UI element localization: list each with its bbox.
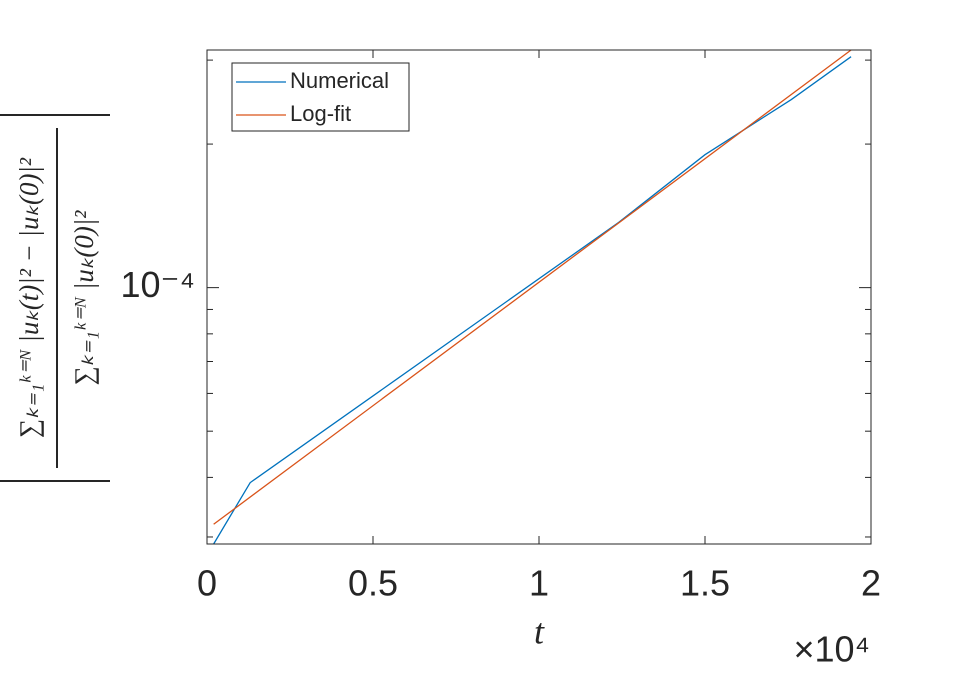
x-tick-label: 0 (197, 563, 217, 604)
x-multiplier: ×10⁴ (793, 629, 870, 670)
y-label: ∑ₖ₌₁ᵏ⁼ᴺ |uₖ(t)|² − |uₖ(0)|² ∑ₖ₌₁ᵏ⁼ᴺ |uₖ(… (0, 114, 110, 482)
plot-box (206, 49, 872, 545)
x-label: t (534, 611, 545, 651)
y-tick-label: 10⁻⁴ (120, 264, 195, 305)
series-line (213, 56, 852, 545)
legend-label: Numerical (290, 68, 389, 93)
x-tick-label: 0.5 (348, 563, 398, 604)
y-label-denominator: ∑ₖ₌₁ᵏ⁼ᴺ |uₖ(0)|² (69, 210, 99, 386)
y-label-numerator: ∑ₖ₌₁ᵏ⁼ᴺ |uₖ(t)|² − |uₖ(0)|² (14, 157, 44, 438)
x-tick-label: 1.5 (680, 563, 730, 604)
legend-box (231, 62, 410, 132)
legend-label: Log-fit (290, 101, 351, 126)
x-tick-label: 1 (529, 563, 549, 604)
series-line (213, 49, 852, 525)
x-tick-label: 2 (861, 563, 881, 604)
